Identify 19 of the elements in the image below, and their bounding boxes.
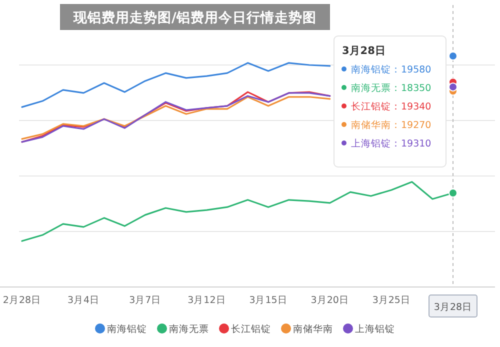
chart-title: 现铝费用走势图/铝费用今日行情走势图 bbox=[72, 10, 316, 26]
legend-label: 长江铝锭 bbox=[231, 323, 271, 335]
annotation: 长江铝锭：19340 bbox=[351, 100, 432, 112]
x-tick-label: 3月4日 bbox=[68, 295, 100, 306]
legend-label: 上海铝锭 bbox=[355, 323, 395, 335]
annotation: 南海铝锭：19580 bbox=[351, 64, 432, 76]
x-tick-label: 3月20日 bbox=[310, 295, 349, 306]
x-tick-label: 3月12日 bbox=[188, 295, 226, 306]
x-tick-label: 3月15日 bbox=[249, 295, 288, 306]
x-tick-label: 2月28日 bbox=[2, 295, 42, 306]
legend-label: 南海铝锭 bbox=[107, 323, 147, 335]
x-tick-label: 3月7日 bbox=[129, 295, 162, 306]
x-tick-label: 3月25日 bbox=[372, 295, 410, 306]
annotation: 上海铝锭：19310 bbox=[351, 138, 432, 150]
legend-label: 南储华南 bbox=[293, 323, 333, 335]
annotation: 南储华南：19270 bbox=[351, 119, 432, 131]
annotation: 南海无票：18350 bbox=[351, 82, 432, 94]
legend-label: 南海无票 bbox=[169, 323, 209, 335]
annotation: 3月28日 bbox=[342, 45, 386, 57]
